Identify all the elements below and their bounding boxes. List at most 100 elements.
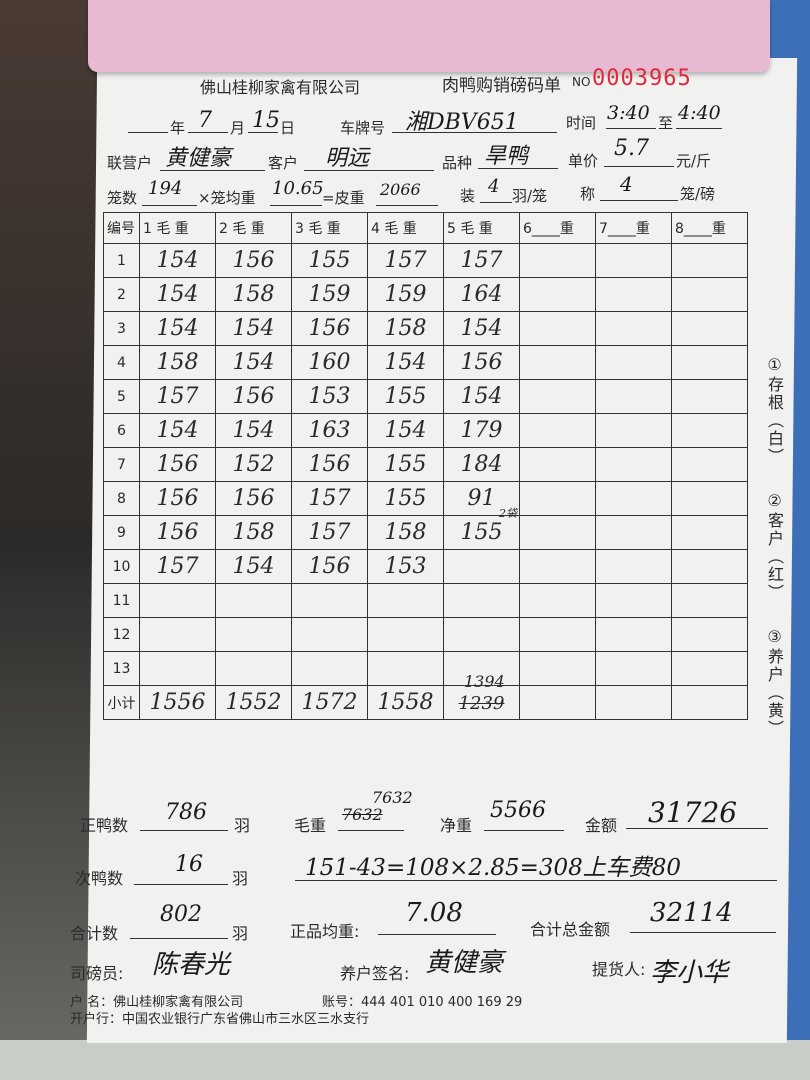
weight-cell	[519, 345, 596, 380]
time-label: 时间	[566, 114, 597, 132]
avg-value: 10.65	[272, 178, 324, 199]
weight-cell	[671, 345, 748, 380]
weight-cell	[139, 617, 216, 652]
column-header: 编号	[103, 212, 140, 244]
weight-cell	[519, 515, 596, 550]
weight-cell: 158	[367, 311, 444, 346]
weight-cell	[671, 617, 748, 652]
weight-cell: 156	[139, 515, 216, 550]
copy-customer: ②客户（红）	[765, 491, 784, 603]
row-number: 7	[103, 447, 140, 482]
weight-cell: 156	[443, 345, 520, 380]
weight-cell: 154	[443, 379, 520, 414]
weight-cell: 157	[443, 243, 520, 278]
column-header: 6____重	[519, 212, 596, 244]
column-header: 8____重	[671, 212, 748, 244]
weight-cell: 154	[443, 311, 520, 346]
weight-cell	[215, 583, 292, 618]
table-row: 11	[103, 583, 748, 618]
subtotal-cell	[519, 685, 596, 720]
weigher-label: 司磅员:	[70, 964, 124, 983]
copy-farmer: ③养户（黄）	[765, 627, 784, 739]
weight-cell	[595, 481, 672, 516]
total-label: 合计数	[70, 924, 119, 943]
row-number: 8	[103, 481, 140, 516]
weight-cell: 158	[367, 515, 444, 550]
customer-label: 客户	[268, 154, 299, 172]
weight-cell: 156	[215, 243, 292, 278]
weight-cell: 154	[215, 549, 292, 584]
pack-value: 4	[488, 176, 500, 197]
subtotal-cell: 1552	[215, 685, 292, 720]
weight-cell	[671, 447, 748, 482]
subtotal-cell: 1558	[367, 685, 444, 720]
plate-label: 车牌号	[340, 119, 386, 137]
subtotal-cell: 1572	[291, 685, 368, 720]
weight-cell: 155	[367, 481, 444, 516]
breed-value: 旱鸭	[484, 144, 529, 169]
time-from: 3:40	[607, 102, 650, 124]
table-surface	[0, 1040, 810, 1080]
good-ducks-value: 786	[165, 800, 207, 825]
row-number: 11	[103, 583, 140, 618]
subtotal-cell	[671, 685, 748, 720]
table-row: 9 156 158 157 158 155	[103, 515, 748, 550]
pack-unit: 羽/笼	[512, 187, 548, 205]
avg-weight-label: 正品均重:	[290, 922, 360, 941]
plate-value: 湘DBV651	[405, 110, 519, 135]
day-value: 15	[252, 108, 280, 133]
column-header: 7____重	[595, 212, 672, 244]
subtotal-cell: 1239 1394	[443, 672, 520, 720]
weight-cell	[291, 583, 368, 618]
tare-value: 2066	[380, 180, 421, 199]
weight-cell	[595, 243, 672, 278]
weight-cell: 184	[443, 447, 520, 482]
weight-cell	[443, 617, 520, 652]
weight-cell: 156	[139, 447, 216, 482]
weight-cell	[595, 311, 672, 346]
weight-cell	[443, 583, 520, 618]
weight-cell: 157	[139, 379, 216, 414]
weight-cell: 159	[367, 277, 444, 312]
weight-cell	[671, 481, 748, 516]
weight-cell	[671, 379, 748, 414]
weight-cell	[519, 447, 596, 482]
table-row: 3 154 154 156 158 154	[103, 311, 748, 346]
weight-cell	[671, 311, 748, 346]
subtotal-cell	[595, 685, 672, 720]
second-ducks-label: 次鸭数	[75, 869, 124, 888]
subtotal-row: 小计 1556 1552 1572 1558 1239 1394	[103, 672, 748, 720]
cages-value: 194	[148, 178, 183, 199]
pack-label: 装	[460, 187, 476, 205]
weight-cell: 154	[139, 243, 216, 278]
subtotal-corrected: 1394	[464, 672, 505, 691]
weight-cell	[215, 651, 292, 686]
partner-value: 黄健豪	[165, 146, 232, 171]
weight-cell: 154	[367, 345, 444, 380]
table-row: 8 156 156 157 155 91 2袋	[103, 481, 748, 520]
weight-cell	[595, 413, 672, 448]
weight-cell	[291, 617, 368, 652]
weigh-label: 称	[580, 185, 596, 203]
avg-weight-value: 7.08	[405, 898, 463, 928]
weight-cell: 164	[443, 277, 520, 312]
weigh-value: 4	[620, 172, 633, 196]
weight-cell	[595, 583, 672, 618]
weight-cell: 154	[215, 413, 292, 448]
copy-legend: ①存根（白） ②客户（红） ③养户（黄）	[762, 355, 786, 756]
weight-cell: 163	[291, 413, 368, 448]
weight-cell	[367, 583, 444, 618]
column-header: 5 毛 重	[443, 212, 520, 244]
calculation-note: 151-43=108×2.85=308上车费80	[305, 855, 682, 881]
weight-cell	[519, 311, 596, 346]
unit-label: 羽	[232, 869, 249, 888]
row-number: 3	[103, 311, 140, 346]
grand-total-value: 32114	[650, 898, 733, 928]
weight-cell: 160	[291, 345, 368, 380]
row-number: 6	[103, 413, 140, 448]
to-label: 至	[658, 114, 674, 132]
good-ducks-label: 正鸭数	[80, 816, 129, 835]
weight-cell: 154	[139, 311, 216, 346]
weight-cell	[595, 277, 672, 312]
